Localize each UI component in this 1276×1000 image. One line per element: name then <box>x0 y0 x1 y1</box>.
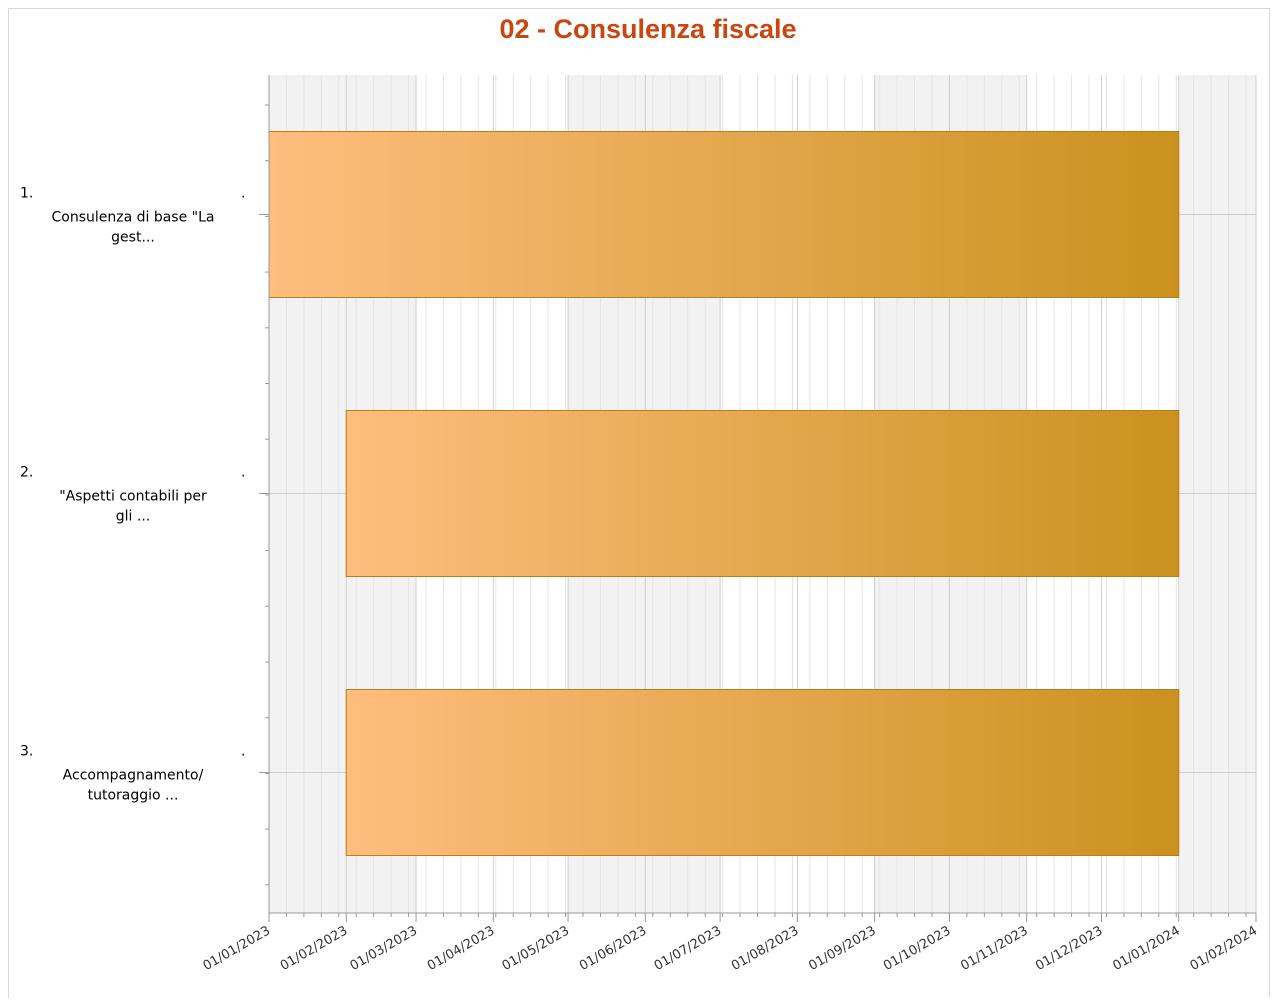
category-dot: . <box>241 744 245 760</box>
x-tick-label: 01/03/2023 <box>348 923 420 973</box>
chart-title: 02 - Consulenza fiscale <box>499 14 797 44</box>
task-bar-3 <box>345 689 1180 856</box>
x-tick-label: 01/01/2023 <box>201 923 273 973</box>
category-label-line: gli ... <box>116 509 150 525</box>
x-tick-label: 01/08/2023 <box>729 923 801 973</box>
category-dot: . <box>241 465 245 481</box>
x-tick-label: 01/01/2024 <box>1110 923 1182 973</box>
task-bar-2 <box>345 410 1180 577</box>
category-number: 2. <box>20 465 33 481</box>
x-tick-label: 01/04/2023 <box>425 923 497 973</box>
x-tick-label: 01/09/2023 <box>806 923 878 973</box>
chart-border <box>8 8 1270 998</box>
x-tick-label: 01/06/2023 <box>577 923 649 973</box>
category-label-line: Accompagnamento/ <box>63 768 204 784</box>
x-tick-label: 01/11/2023 <box>958 923 1030 973</box>
category-dot: . <box>241 186 245 202</box>
category-label-line: tutoraggio ... <box>88 788 179 804</box>
x-tick-label: 01/02/2023 <box>278 923 350 973</box>
task-bar-1 <box>268 131 1180 298</box>
category-label-line: Consulenza di base "La <box>51 210 214 226</box>
category-number: 3. <box>20 744 33 760</box>
x-tick-label: 01/10/2023 <box>881 923 953 973</box>
category-label-line: "Aspetti contabili per <box>59 489 207 505</box>
x-tick-label: 01/07/2023 <box>652 923 724 973</box>
category-number: 1. <box>20 186 33 202</box>
x-tick-label: 01/12/2023 <box>1033 923 1105 973</box>
x-tick-label: 01/02/2024 <box>1188 923 1260 973</box>
category-label-line: gest... <box>111 230 155 246</box>
x-tick-label: 01/05/2023 <box>500 923 572 973</box>
